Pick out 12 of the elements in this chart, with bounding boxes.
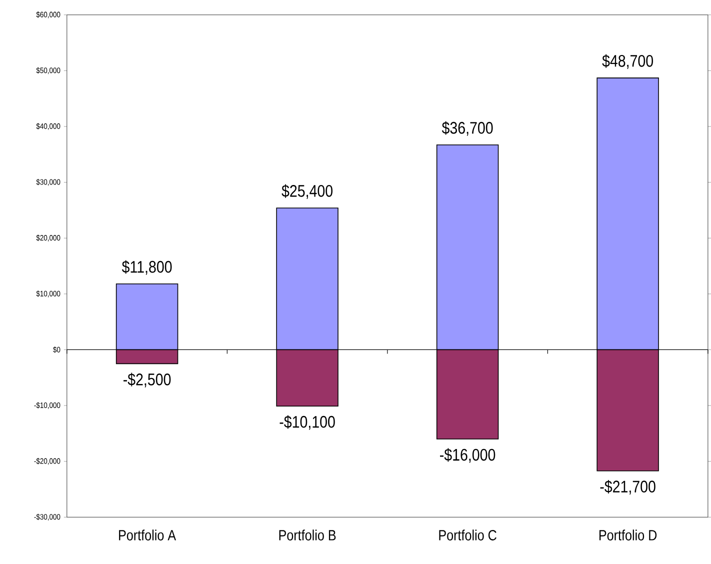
data-label: -$21,700 bbox=[600, 480, 656, 495]
data-label: $11,800 bbox=[122, 260, 172, 275]
data-label: $25,400 bbox=[282, 184, 332, 199]
data-label: -$10,100 bbox=[280, 415, 335, 430]
x-tick-label: Portfolio D bbox=[599, 530, 657, 541]
data-label: -$2,500 bbox=[123, 372, 171, 388]
x-tick-label: Portfolio C bbox=[439, 530, 496, 541]
data-label: -$16,000 bbox=[440, 448, 496, 463]
x-tick-label: Portfolio B bbox=[279, 530, 336, 541]
data-label: $48,700 bbox=[602, 54, 654, 69]
x-tick-label: Portfolio A bbox=[119, 530, 176, 541]
data-label: $36,700 bbox=[442, 121, 493, 136]
